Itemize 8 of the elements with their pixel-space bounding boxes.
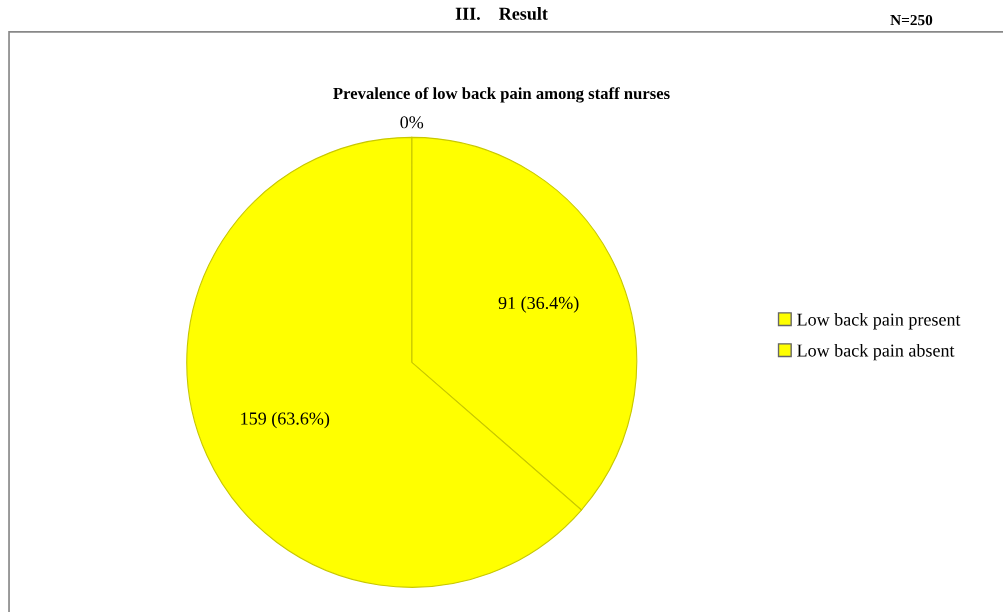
legend-label: Low back pain absent [797,343,955,361]
legend-label: Low back pain present [797,313,961,330]
data-label: 159 (63.6%) [241,411,330,429]
text: 0% [400,116,424,129]
chart-title: Prevalence of low back pain among staff nurses [333,87,670,103]
text: N=250 [890,14,933,26]
data-label: 91 (36.4%) [498,296,579,313]
text: III. Result [455,7,548,20]
